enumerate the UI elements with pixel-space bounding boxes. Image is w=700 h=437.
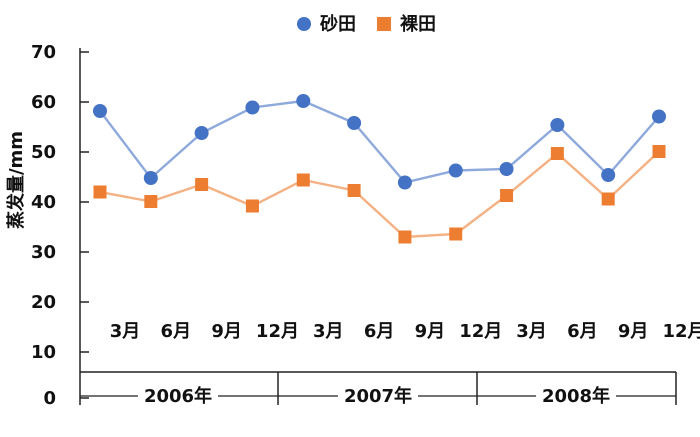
data-point-1-6	[398, 230, 412, 244]
series-line-0	[99, 99, 660, 184]
year-label-0: 2006年	[144, 385, 212, 407]
data-point-0-11	[652, 109, 666, 124]
legend-marker-0	[297, 17, 311, 31]
y-tick-label-2: 20	[31, 292, 56, 313]
data-point-1-9	[550, 147, 564, 160]
data-point-0-2	[194, 126, 209, 140]
legend-label-0: 砂田	[320, 13, 356, 35]
x-tick-label-3: 12月	[256, 321, 299, 342]
data-point-1-3	[245, 199, 259, 213]
data-point-1-1	[144, 195, 158, 208]
x-tick-label-1: 6月	[161, 321, 192, 342]
x-tick-label-6: 9月	[415, 321, 446, 342]
data-point-1-4	[296, 173, 310, 187]
x-tick-label-7: 12月	[459, 321, 502, 342]
data-point-1-2	[195, 178, 209, 191]
x-tick-label-10: 9月	[618, 321, 649, 342]
data-point-0-5	[347, 116, 362, 130]
year-label-2: 2008年	[542, 385, 610, 407]
x-tick-label-2: 9月	[211, 321, 242, 342]
data-point-1-11	[652, 145, 666, 158]
data-point-1-5	[347, 184, 361, 197]
data-point-1-0	[93, 185, 107, 199]
data-point-0-7	[448, 163, 463, 178]
x-tick-label-9: 6月	[567, 321, 598, 342]
data-point-0-6	[397, 175, 412, 190]
legend-marker-1	[377, 17, 391, 31]
y-tick-label-5: 50	[31, 142, 56, 163]
data-point-0-9	[550, 118, 565, 132]
x-tick-label-4: 3月	[313, 321, 344, 342]
x-tick-label-0: 3月	[110, 321, 141, 342]
data-point-0-4	[296, 94, 311, 108]
data-point-1-7	[449, 227, 463, 241]
x-tick-label-5: 6月	[364, 321, 395, 342]
y-tick-label-3: 30	[31, 242, 56, 263]
series-line-1	[99, 150, 660, 239]
data-point-0-8	[499, 162, 514, 176]
data-point-0-1	[143, 171, 158, 185]
y-tick-label-1: 10	[31, 342, 56, 363]
data-point-1-8	[500, 189, 514, 202]
legend-label-1: 裸田	[400, 13, 436, 35]
data-point-1-10	[601, 192, 615, 206]
data-point-0-0	[93, 104, 107, 118]
y-tick-label-7: 70	[31, 42, 56, 63]
y-axis-label: 蒸发量/mm	[5, 131, 27, 229]
y-tick-label-0: 0	[43, 388, 56, 409]
year-label-1: 2007年	[344, 385, 412, 407]
x-tick-label-11: 12月	[662, 321, 700, 342]
y-tick-label-6: 60	[31, 92, 56, 113]
y-tick-label-4: 40	[31, 192, 56, 213]
data-point-0-10	[601, 168, 616, 182]
x-tick-label-8: 3月	[516, 321, 547, 342]
data-point-0-3	[245, 100, 260, 115]
